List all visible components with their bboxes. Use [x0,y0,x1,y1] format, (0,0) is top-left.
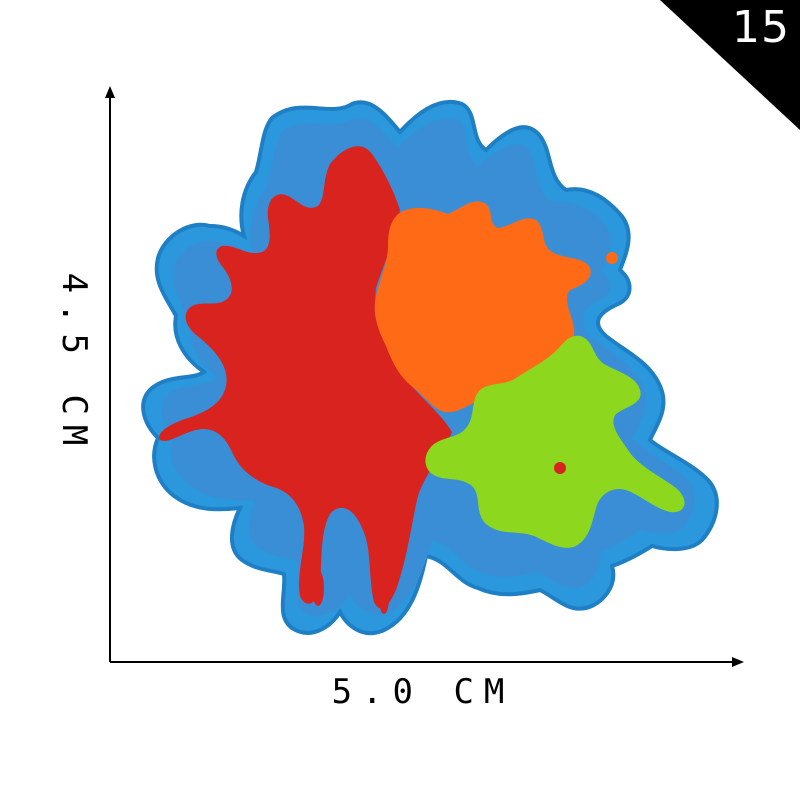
red-drip-accent [312,570,324,606]
green-paint-splash [425,335,685,548]
corner-number-badge: 15 [660,0,800,130]
red-drip-accent [379,582,389,614]
horizontal-axis-arrow-icon [732,657,744,667]
embroidered-patch-illustration [141,100,719,636]
red-paint-splash [159,146,453,609]
vertical-axis-arrow-icon [105,86,115,98]
orange-paint-splash [374,201,591,413]
height-dimension-label: 4.5 CM [54,272,94,456]
width-dimension-label: 5.0 CM [331,672,515,712]
orange-dot-accent [606,252,618,264]
badge-number: 15 [732,2,790,53]
red-dot-accent [554,462,566,474]
